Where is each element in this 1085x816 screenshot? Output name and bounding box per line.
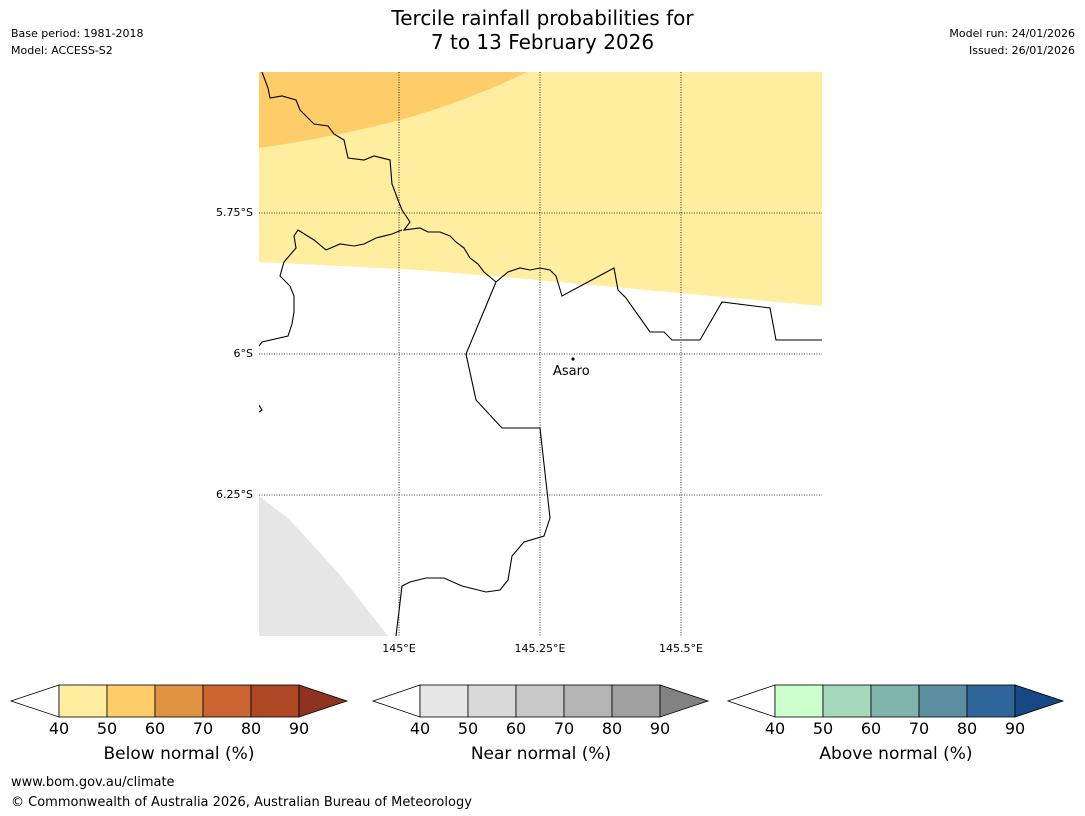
- colorbar-tick-label: 40: [48, 719, 70, 738]
- colorbar-tick-label: 40: [409, 719, 431, 738]
- colorbar-segment: [106, 684, 156, 718]
- colorbar-tick-label: 70: [908, 719, 930, 738]
- colorbar-above-normal: [726, 684, 1065, 718]
- boundary-central: [395, 281, 551, 636]
- boundary-north: [261, 72, 497, 283]
- colorbar-near-normal: [371, 684, 710, 718]
- lon-label-145: 145°E: [382, 642, 416, 655]
- colorbar-segment: [58, 684, 108, 718]
- colorbar-segment: [467, 684, 517, 718]
- base-period: Base period: 1981-2018: [11, 27, 144, 40]
- colorbar-min-extension: [371, 684, 421, 718]
- map-panel: [259, 72, 822, 636]
- colorbar-segment: [611, 684, 661, 718]
- colorbar-max-extension: [1014, 684, 1065, 718]
- boundary-east: [495, 267, 822, 341]
- colorbar-tick-label: 70: [553, 719, 575, 738]
- colorbar-segment: [870, 684, 920, 718]
- colorbar-below-normal: [9, 684, 349, 718]
- colorbar-segment: [419, 684, 469, 718]
- colorbar-tick-label: 40: [764, 719, 786, 738]
- metadata-left: Base period: 1981-2018 Model: ACCESS-S2: [11, 25, 143, 59]
- title-line-2: 7 to 13 February 2026: [430, 30, 655, 54]
- colorbar-near-label: Near normal (%): [470, 744, 612, 764]
- colorbar-segment: [822, 684, 872, 718]
- colorbar-tick-label: 90: [288, 719, 310, 738]
- model-name: Model: ACCESS-S2: [11, 44, 113, 57]
- colorbar-tick-label: 60: [144, 719, 166, 738]
- issued-date: Issued: 26/01/2026: [968, 44, 1075, 57]
- shading-grey: [259, 496, 388, 636]
- colorbar-segment: [774, 684, 824, 718]
- colorbar-segment: [918, 684, 968, 718]
- lon-label-145-25: 145.25°E: [514, 642, 566, 655]
- colorbar-segment: [154, 684, 204, 718]
- lat-label-6: 6°S: [233, 347, 253, 360]
- colorbar-tick-label: 50: [812, 719, 834, 738]
- model-run-date: Model run: 24/01/2026: [949, 27, 1075, 40]
- colorbar-tick-label: 50: [96, 719, 118, 738]
- footer-copyright: © Commonwealth of Australia 2026, Austra…: [11, 795, 472, 810]
- colorbar-above-label: Above normal (%): [819, 744, 973, 764]
- colorbar-max-extension: [298, 684, 349, 718]
- lat-label-6-25: 6.25°S: [216, 488, 253, 501]
- colorbar-tick-label: 80: [601, 719, 623, 738]
- title-line-1: Tercile rainfall probabilities for: [391, 6, 694, 30]
- boundary-west: [259, 229, 403, 347]
- colorbar-tick-label: 60: [860, 719, 882, 738]
- colorbar-tick-label: 60: [505, 719, 527, 738]
- colorbar-tick-label: 80: [240, 719, 262, 738]
- colorbar-tick-label: 70: [192, 719, 214, 738]
- footer-url: www.bom.gov.au/climate: [11, 775, 175, 790]
- lat-label-5-75: 5.75°S: [216, 206, 253, 219]
- place-marker: [571, 357, 575, 361]
- colorbar-below-label: Below normal (%): [103, 744, 255, 764]
- colorbar-segment: [250, 684, 300, 718]
- colorbar-segment: [966, 684, 1016, 718]
- gridlines: [259, 72, 822, 636]
- chart-title: Tercile rainfall probabilities for 7 to …: [0, 6, 1085, 54]
- colorbar-max-extension: [659, 684, 710, 718]
- colorbar-min-extension: [9, 684, 60, 718]
- colorbar-segment: [563, 684, 613, 718]
- shading-below-50-60: [259, 72, 527, 148]
- boundary-lines: [259, 72, 822, 636]
- colorbar-tick-label: 80: [956, 719, 978, 738]
- colorbar-segment: [515, 684, 565, 718]
- metadata-right: Model run: 24/01/2026 Issued: 26/01/2026: [949, 25, 1075, 59]
- place-label: Asaro: [553, 364, 590, 379]
- colorbar-min-extension: [726, 684, 776, 718]
- colorbar-tick-label: 90: [649, 719, 671, 738]
- colorbar-tick-label: 50: [457, 719, 479, 738]
- colorbar-tick-label: 90: [1004, 719, 1026, 738]
- boundary-fragment: [259, 404, 263, 413]
- colorbar-segment: [202, 684, 252, 718]
- lon-label-145-5: 145.5°E: [659, 642, 703, 655]
